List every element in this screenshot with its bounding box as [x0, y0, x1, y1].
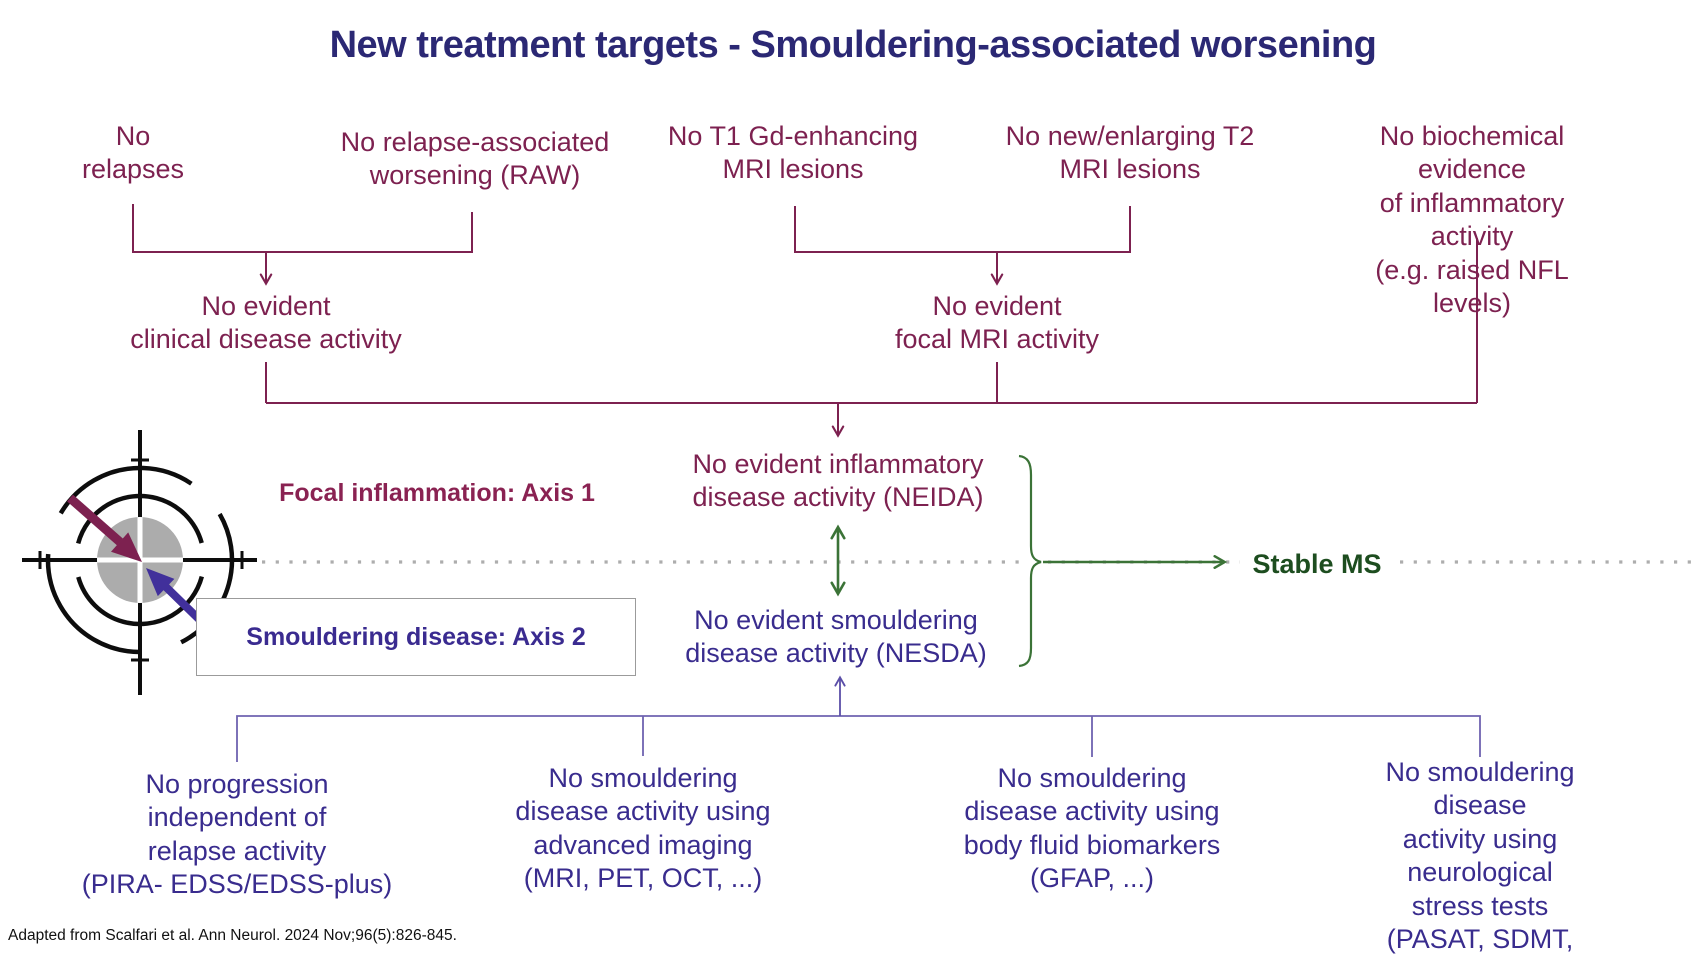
mri-bracket	[794, 206, 1131, 286]
inner-ring	[73, 493, 207, 627]
node-neida: No evident inflammatory disease activity…	[692, 449, 984, 513]
node-no-raw: No relapse-associated worsening (RAW)	[340, 127, 610, 191]
neida-bracket	[265, 238, 1478, 438]
node-no-pira: No progression independent of relapse ac…	[81, 769, 393, 900]
stability-brace	[1018, 454, 1042, 668]
clinical-bracket	[132, 204, 473, 286]
node-no-t1-lesions: No T1 Gd-enhancing MRI lesions	[667, 121, 919, 185]
stable-ms-label: Stable MS	[1252, 549, 1382, 579]
label-axis1-focal-inflammation: Focal inflammation: Axis 1	[279, 479, 595, 507]
node-no-clinical-activity: No evident clinical disease activity	[130, 291, 402, 355]
node-no-smouldering-stress-tests: No smouldering disease activity using ne…	[1385, 757, 1575, 955]
node-no-relapses: No relapses	[81, 121, 185, 185]
bullseye-center	[97, 517, 183, 603]
nesda-bracket	[236, 715, 1481, 762]
page-title: New treatment targets - Smouldering-asso…	[329, 24, 1377, 66]
maroon-arrow-icon	[67, 494, 142, 562]
label-axis2-smouldering-disease: Smouldering disease: Axis 2	[246, 622, 586, 651]
node-no-focal-mri-activity: No evident focal MRI activity	[894, 291, 1100, 355]
node-no-t2-lesions: No new/enlarging T2 MRI lesions	[1005, 121, 1255, 185]
node-nesda: No evident smouldering disease activity …	[685, 605, 987, 669]
axis2-box: Smouldering disease: Axis 2	[196, 598, 636, 676]
node-no-smouldering-biomarkers: No smouldering disease activity using bo…	[963, 763, 1221, 894]
node-no-biochemical: No biochemical evidence of inflammatory …	[1375, 121, 1569, 319]
node-no-smouldering-imaging: No smouldering disease activity using ad…	[515, 763, 771, 894]
citation: Adapted from Scalfari et al. Ann Neurol.…	[8, 927, 457, 944]
